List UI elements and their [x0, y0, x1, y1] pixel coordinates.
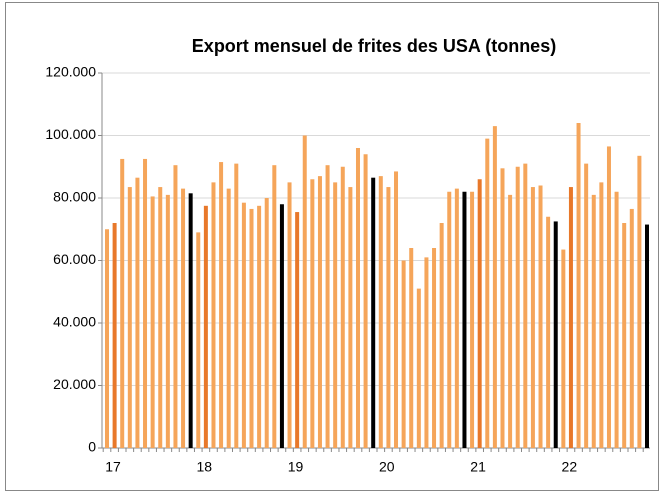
bar — [188, 193, 193, 448]
bar — [477, 179, 482, 448]
bar — [173, 165, 178, 448]
bar — [614, 191, 619, 448]
bar — [606, 146, 611, 448]
bar — [485, 138, 490, 448]
bar — [637, 155, 642, 448]
y-tick-label: 60.000 — [53, 251, 96, 267]
bar — [203, 205, 208, 448]
bar — [538, 185, 543, 448]
bar — [622, 223, 627, 448]
bar — [340, 166, 345, 448]
bar — [424, 257, 429, 448]
chart-frame — [5, 2, 659, 491]
bar — [241, 202, 246, 448]
y-tick-label: 80.000 — [53, 189, 96, 205]
bar — [257, 205, 262, 448]
bar — [363, 154, 368, 448]
x-tick-label: 22 — [562, 459, 578, 475]
bar — [279, 204, 284, 448]
bar — [150, 196, 155, 448]
bar — [219, 162, 224, 448]
bar — [325, 165, 330, 448]
bar — [629, 208, 634, 448]
bar — [401, 260, 406, 448]
bar — [568, 187, 573, 448]
bar — [500, 168, 505, 448]
bar — [576, 123, 581, 448]
bar — [112, 223, 117, 448]
x-tick-label: 18 — [196, 459, 212, 475]
bar — [371, 177, 376, 448]
bar — [333, 182, 338, 448]
bar — [394, 171, 399, 448]
bar — [181, 188, 186, 448]
bar — [295, 212, 300, 448]
bar — [454, 188, 459, 448]
bar — [553, 221, 558, 448]
bar — [591, 194, 596, 448]
bar — [310, 179, 315, 448]
bar — [317, 176, 322, 448]
bar — [249, 208, 254, 448]
bar — [462, 191, 467, 448]
bar — [120, 158, 125, 448]
x-tick-label: 19 — [288, 459, 304, 475]
bar — [508, 194, 513, 448]
bar — [530, 187, 535, 448]
bar — [105, 229, 109, 448]
bar — [355, 148, 360, 448]
bar — [416, 288, 421, 448]
bar — [158, 187, 163, 448]
bar — [348, 187, 353, 448]
bar — [492, 126, 497, 448]
bar — [127, 187, 132, 448]
bar — [645, 224, 649, 448]
bar — [386, 187, 391, 448]
bar — [211, 182, 216, 448]
y-tick-label: 100.000 — [45, 126, 96, 142]
bar — [287, 182, 292, 448]
x-tick-label: 20 — [379, 459, 395, 475]
x-tick-label: 17 — [105, 459, 121, 475]
bar — [165, 194, 170, 448]
bar — [302, 135, 307, 448]
bar — [599, 182, 604, 448]
chart-title: Export mensuel de frites des USA (tonnes… — [192, 36, 556, 56]
y-tick-label: 120.000 — [45, 64, 96, 80]
bar — [439, 223, 444, 448]
y-tick-label: 0 — [88, 439, 96, 455]
y-tick-label: 20.000 — [53, 376, 96, 392]
bar — [378, 176, 383, 448]
bar — [546, 216, 551, 448]
bar — [264, 198, 269, 448]
bar — [515, 166, 520, 448]
bar — [584, 163, 589, 448]
bar — [470, 191, 475, 448]
x-tick-label: 21 — [470, 459, 486, 475]
bar — [432, 248, 437, 448]
bar — [561, 249, 566, 448]
y-tick-label: 40.000 — [53, 314, 96, 330]
bar — [234, 163, 239, 448]
bar — [272, 165, 277, 448]
bar — [135, 177, 140, 448]
bar — [196, 232, 201, 448]
bar — [523, 163, 528, 448]
bar — [143, 158, 148, 448]
bar — [409, 248, 414, 448]
bar — [226, 188, 231, 448]
bar — [447, 191, 452, 448]
